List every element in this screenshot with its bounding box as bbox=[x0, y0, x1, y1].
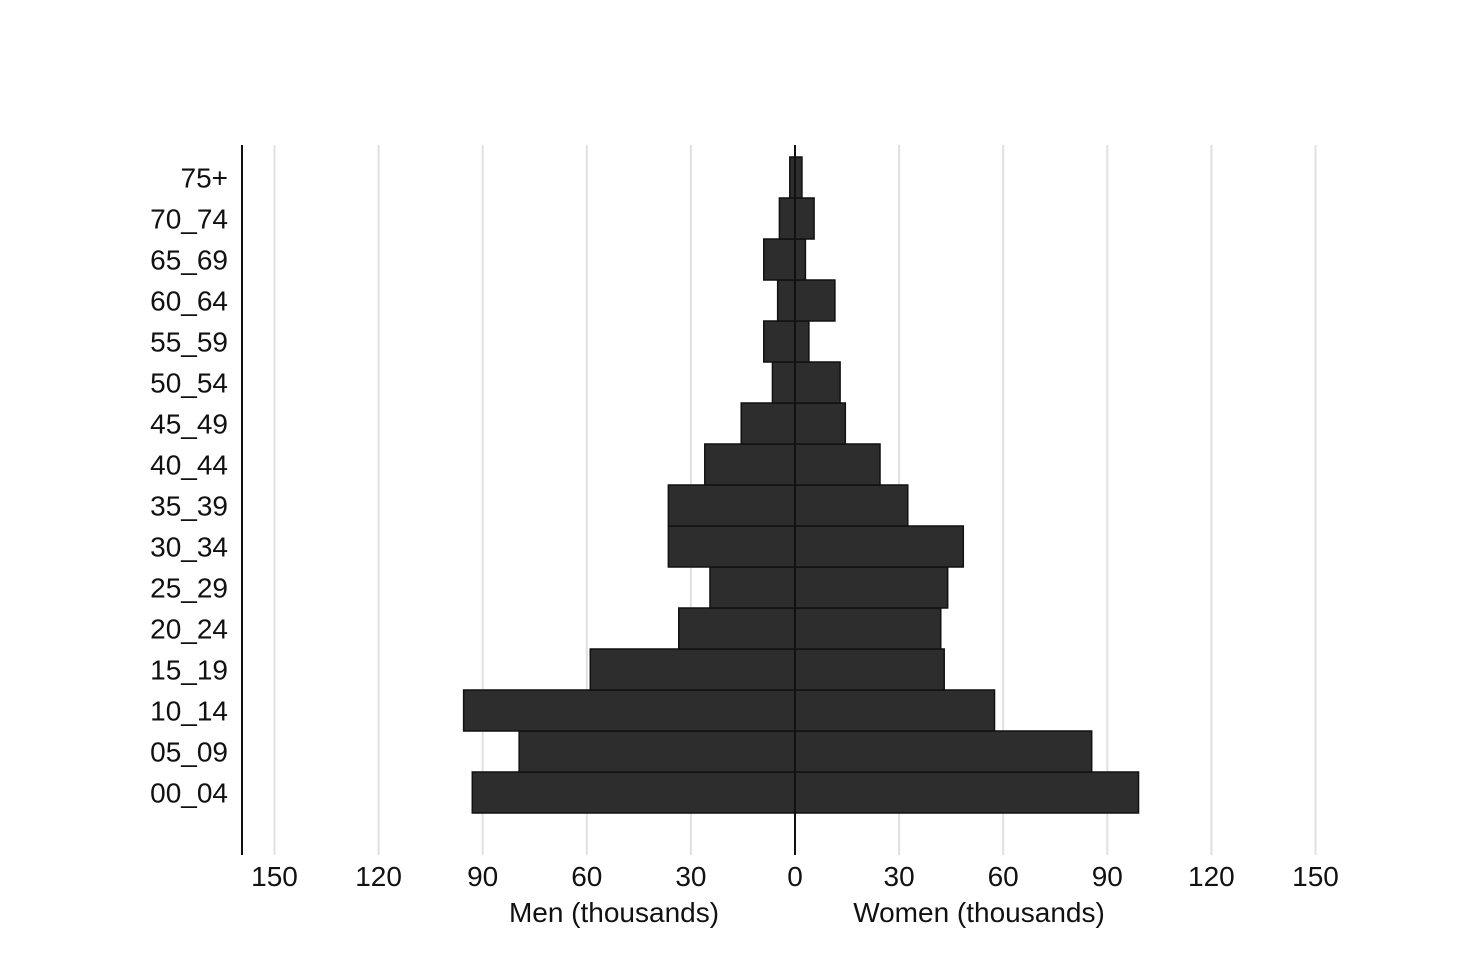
category-label: 30_34 bbox=[150, 532, 228, 563]
bar-women-15_19 bbox=[794, 648, 945, 691]
category-label: 00_04 bbox=[150, 778, 228, 809]
category-label: 25_29 bbox=[150, 573, 228, 604]
bar-women-55_59 bbox=[794, 320, 810, 363]
bar-women-40_44 bbox=[794, 443, 881, 486]
bar-men-05_09 bbox=[518, 730, 796, 773]
x-axis-title-men: Men (thousands) bbox=[509, 897, 719, 928]
bar-women-20_24 bbox=[794, 607, 942, 650]
category-label: 20_24 bbox=[150, 614, 228, 645]
x-tick-label: 60 bbox=[988, 861, 1019, 892]
x-tick-label: 150 bbox=[251, 861, 298, 892]
category-label: 40_44 bbox=[150, 450, 228, 481]
bar-women-60_64 bbox=[794, 279, 836, 322]
bar-men-45_49 bbox=[740, 402, 796, 445]
x-tick-label: 150 bbox=[1292, 861, 1339, 892]
category-label: 35_39 bbox=[150, 491, 228, 522]
bar-men-35_39 bbox=[667, 484, 796, 527]
category-label: 05_09 bbox=[150, 737, 228, 768]
x-tick-label: 120 bbox=[1188, 861, 1235, 892]
bar-women-35_39 bbox=[794, 484, 909, 527]
bar-men-15_19 bbox=[589, 648, 796, 691]
axes bbox=[241, 145, 796, 855]
bar-men-50_54 bbox=[771, 361, 796, 404]
bar-women-30_34 bbox=[794, 525, 965, 568]
category-label: 50_54 bbox=[150, 368, 228, 399]
bar-women-10_14 bbox=[794, 689, 996, 732]
category-label: 45_49 bbox=[150, 409, 228, 440]
x-tick-label: 120 bbox=[355, 861, 402, 892]
bar-men-55_59 bbox=[763, 320, 796, 363]
category-label: 65_69 bbox=[150, 245, 228, 276]
category-label: 15_19 bbox=[150, 655, 228, 686]
category-labels: 00_04 05_09 10_14 15_19 20_24 25_29 30_34 35_39… bbox=[150, 163, 228, 809]
bars bbox=[462, 156, 1140, 814]
bar-women-65_69 bbox=[794, 238, 807, 281]
category-label: 10_14 bbox=[150, 696, 228, 727]
bar-men-70_74 bbox=[778, 197, 796, 240]
bar-men-20_24 bbox=[678, 607, 796, 650]
bar-men-65_69 bbox=[763, 238, 796, 281]
bar-men-10_14 bbox=[462, 689, 796, 732]
x-axis-title-women: Women (thousands) bbox=[853, 897, 1105, 928]
x-tick-label: 90 bbox=[467, 861, 498, 892]
bar-women-50_54 bbox=[794, 361, 841, 404]
x-tick-label: 30 bbox=[884, 861, 915, 892]
x-tick-label: 60 bbox=[571, 861, 602, 892]
bar-men-30_34 bbox=[667, 525, 796, 568]
category-label: 75+ bbox=[181, 163, 229, 194]
bar-women-70_74 bbox=[794, 197, 815, 240]
bar-women-05_09 bbox=[794, 730, 1093, 773]
x-tick-label: 0 bbox=[787, 861, 803, 892]
bar-women-25_29 bbox=[794, 566, 949, 609]
x-tick-label: 30 bbox=[675, 861, 706, 892]
category-label: 70_74 bbox=[150, 204, 228, 235]
bar-men-60_64 bbox=[776, 279, 796, 322]
bar-women-75+ bbox=[794, 156, 803, 199]
bar-men-40_44 bbox=[704, 443, 796, 486]
bar-women-00_04 bbox=[794, 771, 1140, 814]
category-label: 60_64 bbox=[150, 286, 228, 317]
bar-women-45_49 bbox=[794, 402, 847, 445]
bar-men-00_04 bbox=[471, 771, 796, 814]
x-tick-labels: 150 120 90 60 30 0 30 60 90 120 150 bbox=[251, 861, 1339, 892]
category-label: 55_59 bbox=[150, 327, 228, 358]
x-tick-label: 90 bbox=[1092, 861, 1123, 892]
bar-men-25_29 bbox=[709, 566, 796, 609]
